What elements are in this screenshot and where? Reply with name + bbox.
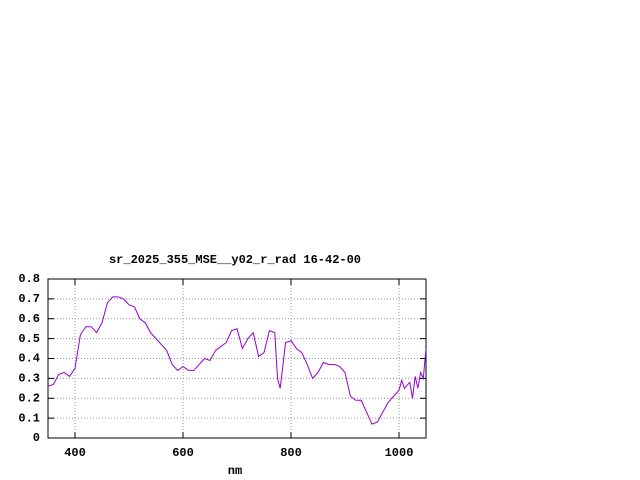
y-tick-label: 0.5: [18, 332, 40, 346]
y-tick-label: 0.8: [18, 272, 40, 286]
x-axis-label: nm: [228, 464, 242, 478]
x-tick-label: 600: [172, 446, 194, 460]
plot-frame: [47, 278, 427, 439]
x-tick-label: 400: [64, 446, 86, 460]
x-tick-label: 800: [280, 446, 302, 460]
y-tick-label: 0.4: [18, 352, 40, 366]
y-tick-label: 0.7: [18, 292, 40, 306]
y-tick-label: 0.6: [18, 312, 40, 326]
data-line: [47, 296, 427, 425]
chart-title: sr_2025_355_MSE__y02_r_rad 16-42-00: [109, 253, 361, 267]
y-tick-label: 0.1: [18, 411, 40, 425]
y-tick-label: 0.3: [18, 372, 40, 386]
x-tick-label: 1000: [385, 446, 414, 460]
y-tick-label: 0.2: [18, 391, 40, 405]
y-tick-label: 0: [33, 431, 40, 445]
